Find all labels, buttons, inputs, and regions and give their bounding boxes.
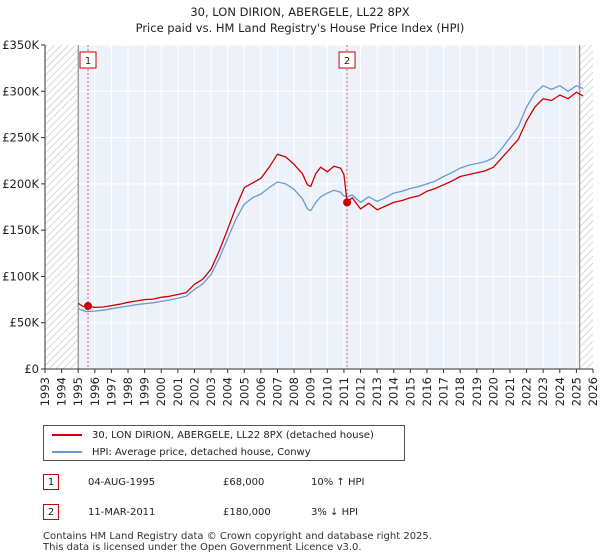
x-tick-label: 2014 — [387, 377, 401, 406]
price-chart: £0 £50K £100K £150K £200K £250K £300K £350K 1993… — [2, 38, 600, 406]
series-line-property — [77, 91, 584, 309]
footer-attribution: Contains HM Land Registry data © Crown c… — [43, 531, 432, 553]
chart-title: 30, LON DIRION, ABERGELE, LL22 8PX Price… — [0, 4, 600, 36]
series-line-hpi — [77, 85, 584, 313]
x-tick-label: 1997 — [104, 377, 118, 406]
footer-line-1: Contains HM Land Registry data © Crown c… — [43, 531, 432, 542]
footer-line-2: This data is licensed under the Open Gov… — [43, 542, 362, 553]
x-tick-label: 2013 — [370, 377, 384, 406]
x-tick-label: 2023 — [536, 377, 550, 406]
sale-marker-box — [338, 51, 356, 69]
transaction-hpi-delta: 3% ↓ HPI — [311, 506, 359, 518]
x-tick-label: 1996 — [88, 377, 102, 406]
sale-point — [343, 198, 352, 207]
y-tick-label: £200K — [2, 177, 39, 191]
legend-swatch-property — [52, 434, 82, 436]
y-tick-label: £250K — [2, 131, 39, 145]
sale-marker-label: 1 — [85, 56, 91, 67]
chart-legend: 30, LON DIRION, ABERGELE, LL22 8PX (deta… — [43, 425, 405, 461]
x-tick-label: 1999 — [138, 377, 152, 406]
x-tick-label: 2024 — [553, 377, 567, 406]
legend-swatch-hpi — [52, 451, 82, 453]
x-tick-label: 2006 — [254, 377, 268, 406]
sale-marker-box — [79, 51, 97, 69]
x-tick-label: 2015 — [403, 377, 417, 406]
x-tick-label: 1998 — [121, 377, 135, 406]
transaction-price: £180,000 — [223, 506, 271, 518]
x-tick-label: 2001 — [171, 377, 185, 406]
x-tick-label: 2026 — [586, 377, 600, 406]
transaction-price: £68,000 — [223, 476, 265, 488]
transaction-row: 1 04-AUG-1995 £68,000 10% ↑ HPI — [43, 473, 364, 491]
legend-item-hpi: HPI: Average price, detached house, Conw… — [52, 444, 311, 460]
x-tick-label: 2022 — [520, 377, 534, 406]
x-tick-label: 1994 — [55, 377, 69, 406]
x-tick-label: 1993 — [38, 377, 52, 406]
transaction-hpi-delta: 10% ↑ HPI — [311, 476, 365, 488]
y-tick-label: £150K — [2, 223, 39, 237]
title-line-1: 30, LON DIRION, ABERGELE, LL22 8PX — [190, 5, 410, 19]
y-tick-label: £300K — [2, 84, 39, 98]
x-tick-label: 2003 — [204, 377, 218, 406]
hatched-region — [579, 45, 593, 369]
legend-label-property: 30, LON DIRION, ABERGELE, LL22 8PX (deta… — [92, 429, 374, 441]
x-tick-label: 2019 — [470, 377, 484, 406]
transaction-badge: 2 — [43, 504, 59, 520]
x-tick-label: 2012 — [354, 377, 368, 406]
legend-item-property: 30, LON DIRION, ABERGELE, LL22 8PX (deta… — [52, 427, 374, 443]
title-line-2: Price paid vs. HM Land Registry's House … — [135, 21, 465, 35]
x-tick-label: 2020 — [486, 377, 500, 406]
x-tick-label: 2008 — [287, 377, 301, 406]
y-tick-label: £100K — [2, 269, 39, 283]
x-tick-label: 2018 — [453, 377, 467, 406]
transaction-badge: 1 — [43, 474, 59, 490]
sale-marker-label: 2 — [344, 56, 350, 67]
x-tick-label: 2021 — [503, 377, 517, 406]
x-tick-label: 2010 — [320, 377, 334, 406]
transaction-date: 11-MAR-2011 — [88, 506, 156, 518]
legend-label-hpi: HPI: Average price, detached house, Conw… — [92, 446, 311, 458]
x-tick-label: 2004 — [221, 377, 235, 406]
x-tick-label: 2002 — [187, 377, 201, 406]
x-tick-label: 2009 — [304, 377, 318, 406]
sale-point — [84, 302, 93, 311]
x-tick-label: 2016 — [420, 377, 434, 406]
y-tick-label: £0 — [24, 362, 39, 376]
x-tick-label: 2017 — [437, 377, 451, 406]
x-tick-label: 2000 — [154, 377, 168, 406]
y-tick-label: £50K — [10, 316, 40, 330]
hatched-region — [45, 45, 79, 369]
x-tick-label: 2007 — [270, 377, 284, 406]
x-tick-label: 2025 — [569, 377, 583, 406]
transaction-date: 04-AUG-1995 — [88, 476, 156, 488]
x-tick-label: 2005 — [237, 377, 251, 406]
transaction-row: 2 11-MAR-2011 £180,000 3% ↓ HPI — [43, 503, 358, 521]
y-tick-label: £350K — [2, 38, 39, 52]
x-tick-label: 1995 — [71, 377, 85, 406]
x-tick-label: 2011 — [337, 377, 351, 406]
plot-area — [45, 45, 593, 369]
